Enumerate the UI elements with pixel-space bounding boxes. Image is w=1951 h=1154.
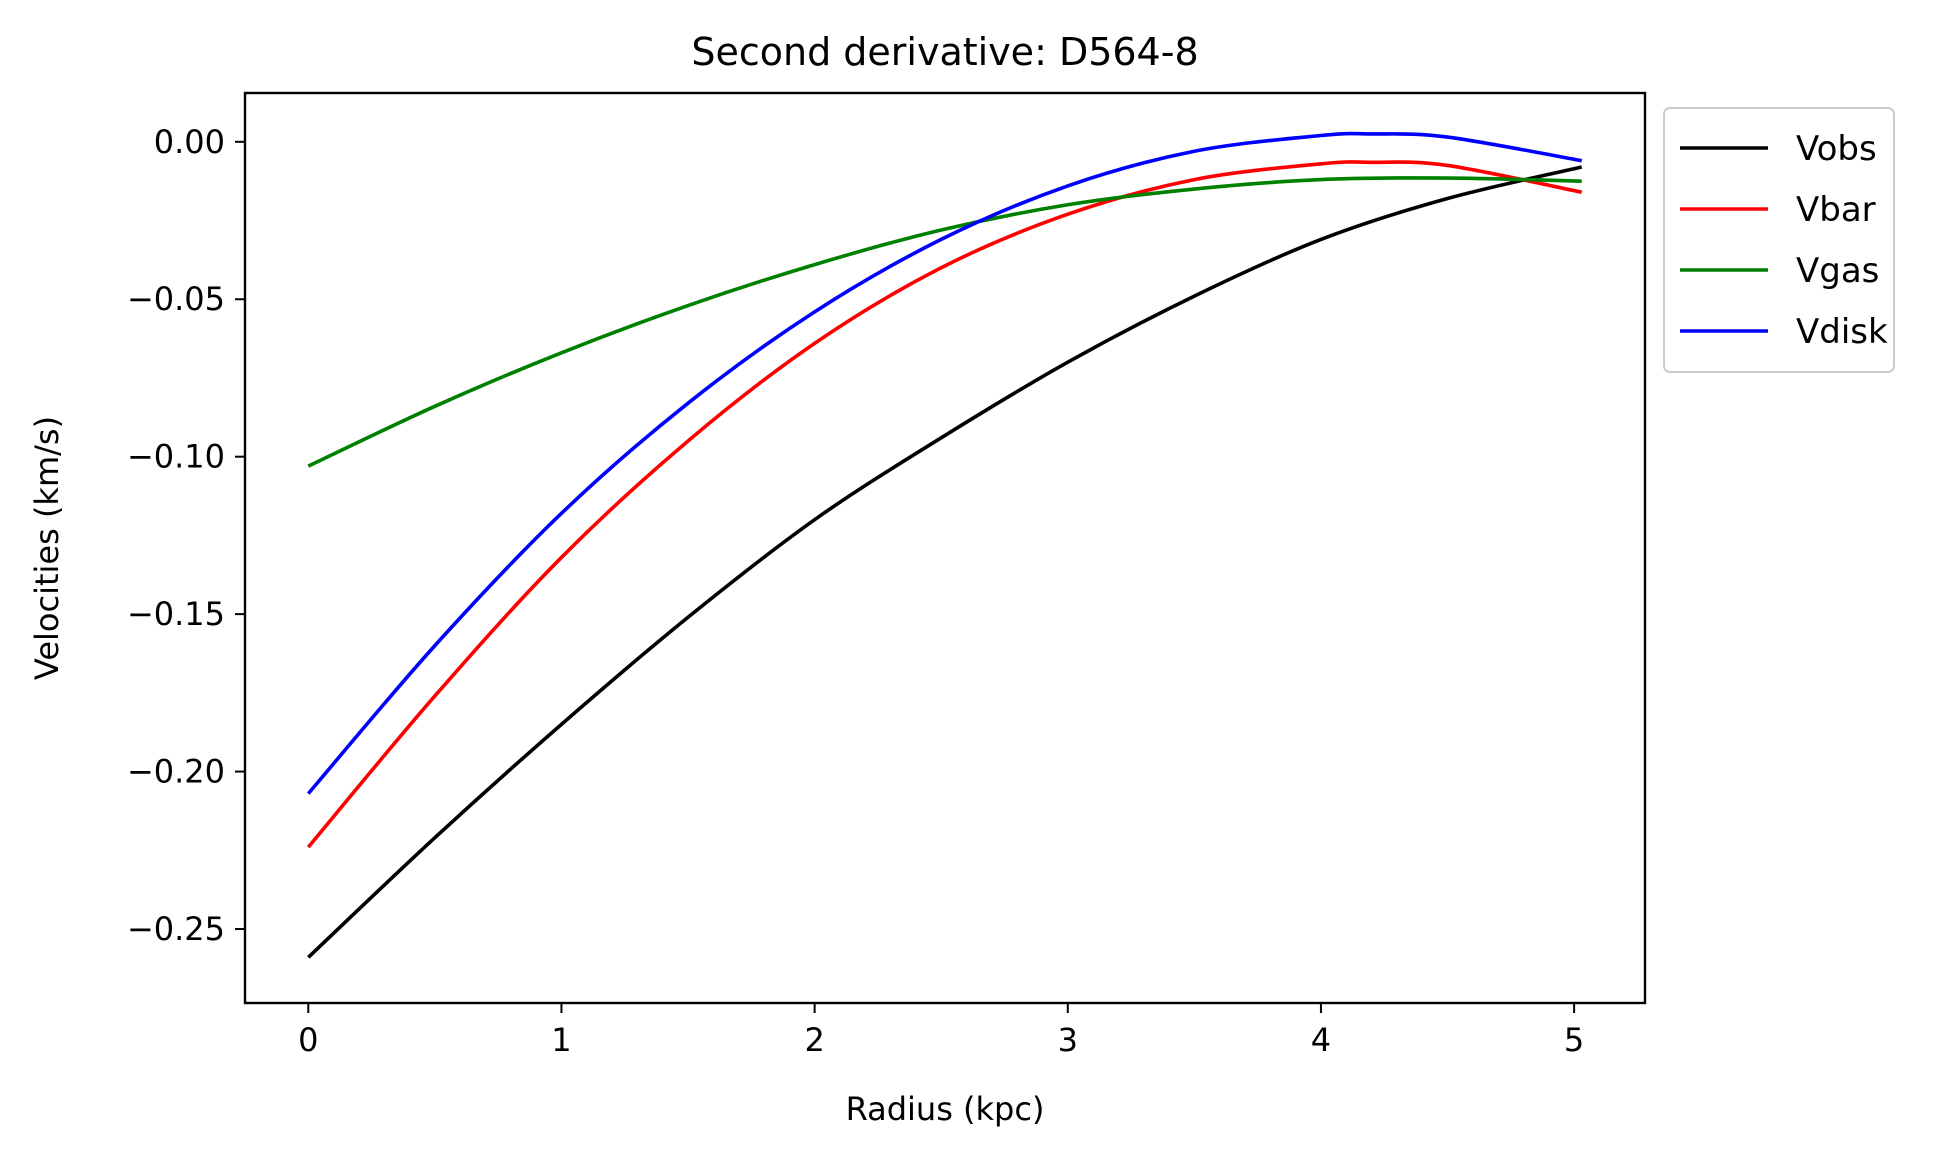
legend-label-vdisk: Vdisk bbox=[1796, 312, 1888, 352]
series-line-vbar bbox=[306, 160, 1583, 849]
legend-label-vgas: Vgas bbox=[1796, 251, 1879, 291]
plot-frame bbox=[243, 91, 1647, 1005]
chart-title: Second derivative: D564-8 bbox=[691, 30, 1198, 74]
x-axis-label: Radius (kpc) bbox=[846, 1090, 1045, 1128]
series-line-vobs bbox=[307, 165, 1583, 959]
x-tick-label: 4 bbox=[1311, 1021, 1331, 1059]
y-axis-label: Velocities (km/s) bbox=[28, 416, 66, 680]
y-tick-label: −0.10 bbox=[127, 438, 225, 476]
x-tick-label: 5 bbox=[1564, 1021, 1584, 1059]
legend-label-vobs: Vobs bbox=[1796, 129, 1877, 169]
legend-frame bbox=[1663, 107, 1895, 373]
y-tick-label: −0.15 bbox=[127, 595, 225, 633]
y-tick-label: 0.00 bbox=[154, 123, 225, 161]
x-tick-label: 2 bbox=[804, 1021, 824, 1059]
x-tick-label: 1 bbox=[551, 1021, 571, 1059]
x-tick-label: 3 bbox=[1058, 1021, 1078, 1059]
series-line-vdisk bbox=[306, 131, 1583, 795]
y-tick-label: −0.25 bbox=[127, 910, 225, 948]
legend-label-vbar: Vbar bbox=[1796, 190, 1876, 230]
series-layer bbox=[306, 131, 1583, 959]
series-line-vgas bbox=[307, 176, 1582, 468]
x-ticks: 0 1 2 3 4 5 bbox=[298, 1003, 1584, 1059]
y-tick-label: −0.05 bbox=[127, 280, 225, 318]
y-ticks: 0.00 −0.05 −0.10 −0.15 −0.20 −0.25 bbox=[127, 123, 245, 948]
x-tick-label: 0 bbox=[298, 1021, 318, 1059]
legend: Vobs Vbar Vgas Vdisk bbox=[1663, 107, 1895, 373]
y-tick-label: −0.20 bbox=[127, 753, 225, 791]
